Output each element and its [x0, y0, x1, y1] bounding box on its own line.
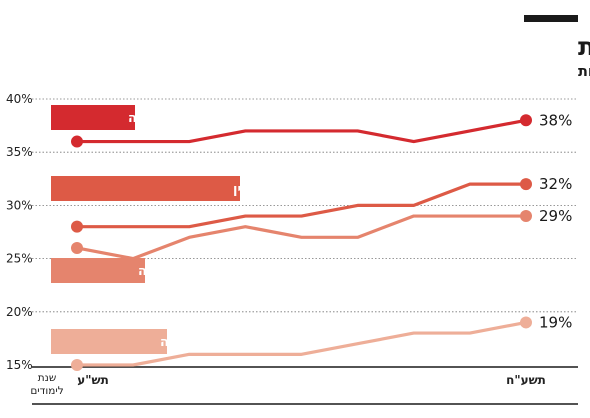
y-tick-label: 25%	[6, 252, 33, 266]
end-point	[520, 178, 532, 191]
start-point	[71, 359, 83, 371]
start-point	[71, 241, 83, 254]
series-line	[77, 320, 527, 367]
y-tick-label: 30%	[6, 198, 33, 212]
series-layer: 38% מרצה 32% פרופסור מן המניין 29% מרצה בכירה…	[51, 105, 572, 371]
y-tick-label: 35%	[6, 145, 33, 159]
series-3: 19% פרופסור חברה	[51, 313, 572, 371]
y-tick-label: 40%	[6, 92, 33, 106]
series-line	[77, 118, 527, 144]
series-name-label: פרופסור מן המניין	[233, 182, 343, 197]
end-value-label: 32%	[539, 175, 572, 193]
start-point	[71, 220, 83, 233]
y-tick-label: 20%	[6, 305, 33, 319]
series-2: 29% מרצה בכירה	[51, 207, 572, 283]
y-axis-ticks: 40% 35% 30% 25% 20% 15%	[6, 92, 33, 372]
y-tick-label: 15%	[6, 358, 33, 372]
x-tick-end: תשע"ח	[506, 373, 546, 387]
series-name-label: מרצה	[128, 111, 163, 126]
end-point	[520, 316, 532, 329]
header-bar	[524, 15, 578, 22]
series-1: 32% פרופסור מן המניין	[51, 175, 572, 233]
end-point	[520, 210, 532, 223]
x-tick-start: תש"ע	[77, 373, 109, 387]
end-value-label: 29%	[539, 207, 572, 225]
chart-title: גם באקדמיה הנוכחות הגברית דומיננטית	[578, 32, 590, 61]
end-value-label: 38%	[539, 111, 572, 129]
x-unit-label-line2: לימודים	[30, 385, 63, 397]
series-label-box	[51, 176, 240, 201]
start-point	[71, 135, 83, 148]
end-value-label: 19%	[539, 313, 572, 331]
series-label-box	[51, 258, 145, 283]
series-name-label: מרצה בכירה	[138, 264, 213, 279]
end-point	[520, 114, 532, 127]
series-line	[77, 182, 526, 229]
series-name-label: פרופסור חברה	[160, 335, 249, 350]
x-unit-label-line1: שנת	[38, 372, 57, 384]
series-label-box	[51, 329, 167, 354]
series-line	[76, 214, 526, 261]
series-0: 38% מרצה	[51, 105, 572, 148]
series-label-box	[51, 105, 135, 130]
